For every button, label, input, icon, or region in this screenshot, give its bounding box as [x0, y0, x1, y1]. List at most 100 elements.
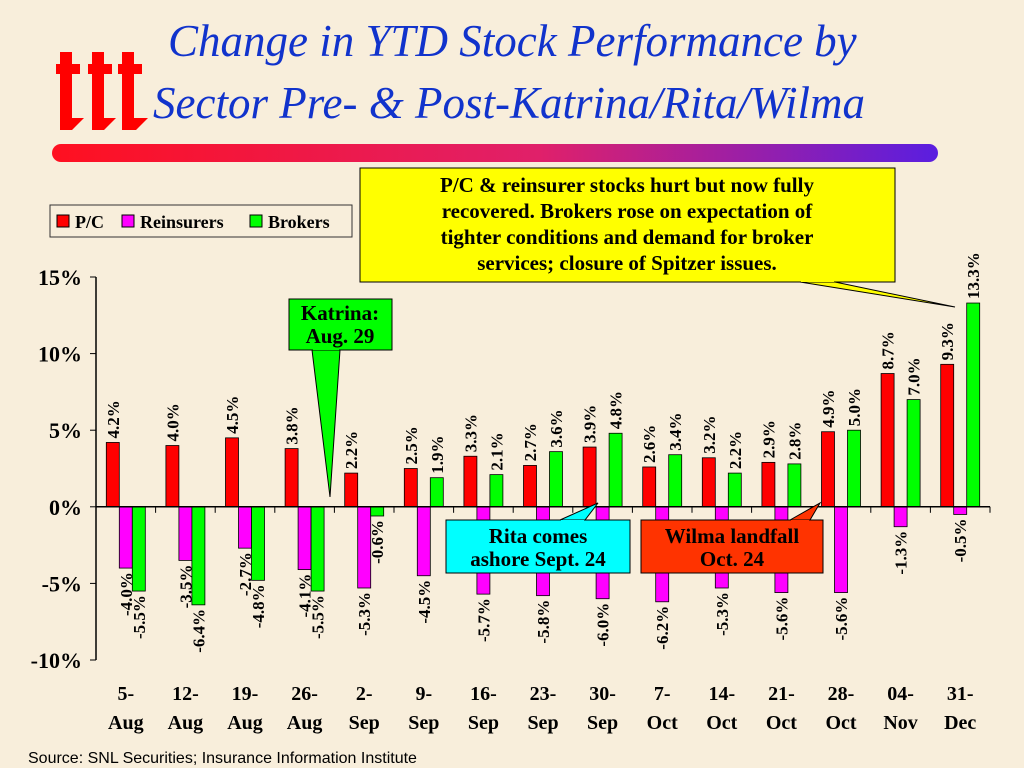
legend-swatch-pc: [56, 214, 70, 228]
bar-reinsurers: [238, 506, 252, 549]
title-line-1: Change in YTD Stock Performance by: [168, 16, 857, 66]
x-tick-label: 12-: [172, 683, 199, 705]
data-label: 3.6%: [547, 409, 566, 447]
x-tick-label: 2-: [356, 683, 373, 705]
data-label: 3.9%: [581, 405, 600, 443]
x-tick-label: Oct: [825, 712, 856, 734]
y-tick-label: 15%: [38, 265, 82, 290]
data-label: -5.6%: [832, 597, 851, 641]
x-tick-label: 31-: [947, 683, 974, 705]
rita-callout: Rita comes ashore Sept. 24: [445, 502, 631, 574]
bar-pc: [284, 448, 299, 508]
bar-brokers: [251, 506, 265, 581]
x-tick-label: 5-: [117, 683, 134, 705]
data-label: 3.3%: [461, 414, 480, 452]
bar-pc: [105, 442, 120, 508]
data-label: 8.7%: [879, 331, 898, 369]
y-tick-label: -5%: [42, 571, 82, 596]
main-callout: P/C & reinsurer stocks hurt but now full…: [359, 167, 956, 308]
data-label: 4.0%: [163, 403, 182, 441]
x-tick-label: 28-: [828, 683, 855, 705]
x-tick-label: Sep: [468, 712, 499, 734]
bar-brokers: [549, 451, 563, 508]
data-label: 2.2%: [342, 431, 361, 469]
bar-reinsurers: [416, 506, 431, 577]
x-tick-label: Oct: [766, 712, 797, 734]
data-label: -5.5%: [130, 595, 149, 639]
data-label: 2.6%: [640, 425, 659, 463]
bar-brokers: [310, 506, 325, 592]
data-label: -4.0%: [117, 572, 136, 616]
bar-pc: [940, 363, 955, 508]
bar-pc: [761, 461, 776, 508]
data-label: 3.8%: [283, 406, 302, 444]
data-label: 4.9%: [819, 389, 838, 427]
wilma-line-1: Wilma landfall: [665, 524, 800, 548]
legend-label-brokers: Brokers: [268, 212, 330, 232]
bar-reinsurers: [953, 506, 968, 515]
bar-pc: [165, 445, 180, 508]
title-line-2: Sector Pre- & Post-Katrina/Rita/Wilma: [153, 78, 865, 128]
rita-line-2: ashore Sept. 24: [470, 547, 606, 571]
legend-swatch-brokers: [249, 214, 263, 228]
data-label: 4.8%: [607, 391, 626, 429]
iii-logo: [56, 52, 148, 130]
y-tick-label: 0%: [49, 495, 82, 520]
bar-pc: [225, 437, 239, 508]
wilma-callout: Wilma landfall Oct. 24: [640, 501, 824, 574]
bar-brokers: [608, 432, 623, 508]
x-tick-label: Oct: [706, 712, 737, 734]
bar-brokers: [906, 399, 921, 508]
x-tick-label: Sep: [408, 712, 439, 734]
main-note-line-4: services; closure of Spitzer issues.: [477, 251, 777, 275]
x-tick-label: 16-: [470, 683, 497, 705]
data-label: -5.6%: [772, 597, 791, 641]
katrina-callout: Katrina: Aug. 29: [288, 298, 393, 498]
legend-label-reinsurers: Reinsurers: [140, 212, 224, 232]
x-tick-label: Sep: [527, 712, 558, 734]
rita-line-1: Rita comes: [489, 524, 588, 548]
bar-pc: [344, 472, 359, 508]
x-tick-label: 30-: [589, 683, 616, 705]
data-label: 3.4%: [666, 412, 685, 450]
data-label: 4.5%: [223, 396, 242, 434]
legend-label-pc: P/C: [75, 212, 104, 232]
bar-brokers: [727, 472, 742, 508]
data-label: 2.2%: [726, 431, 745, 469]
data-label: 2.9%: [759, 420, 778, 458]
bar-pc: [821, 431, 835, 508]
x-tick-label: Sep: [349, 712, 380, 734]
data-label: -0.5%: [951, 518, 970, 562]
bar-pc: [701, 457, 716, 508]
bar-brokers: [787, 463, 802, 508]
x-tick-label: Dec: [944, 712, 976, 734]
data-label: -5.3%: [355, 592, 374, 636]
bar-brokers: [131, 506, 146, 592]
x-tick-label: 9-: [415, 683, 432, 705]
bar-reinsurers: [893, 506, 908, 528]
data-label: -5.3%: [713, 592, 732, 636]
bar-pc: [403, 468, 418, 508]
data-label: 3.2%: [700, 416, 719, 454]
katrina-line-1: Katrina:: [301, 301, 379, 325]
x-tick-label: Aug: [108, 712, 144, 734]
data-label: -5.8%: [534, 600, 553, 644]
plot-area: -10% -5% 0% 5% 10% 15% 4.2% 4.0% 4.5% 3.8% 2.2% 2.5…: [31, 252, 991, 734]
data-label: -4.8%: [249, 584, 268, 628]
data-label: -4.1%: [296, 574, 315, 618]
data-label: -4.5%: [415, 580, 434, 624]
y-tick-label: -10%: [31, 648, 82, 673]
data-label: 13.3%: [964, 252, 983, 299]
x-tick-label: 04-: [887, 683, 914, 705]
legend: P/C Reinsurers Brokers: [49, 204, 353, 238]
x-tick-label: 7-: [654, 683, 671, 705]
x-tick-label: Nov: [883, 712, 917, 734]
x-tick-label: Aug: [227, 712, 263, 734]
y-tick-label: 10%: [38, 342, 82, 367]
bar-brokers: [370, 506, 385, 517]
y-tick-label: 5%: [49, 418, 82, 443]
bar-brokers: [847, 429, 861, 508]
data-label: -6.2%: [653, 606, 672, 650]
bar-reinsurers: [834, 506, 848, 593]
data-label: -6.4%: [189, 609, 208, 653]
